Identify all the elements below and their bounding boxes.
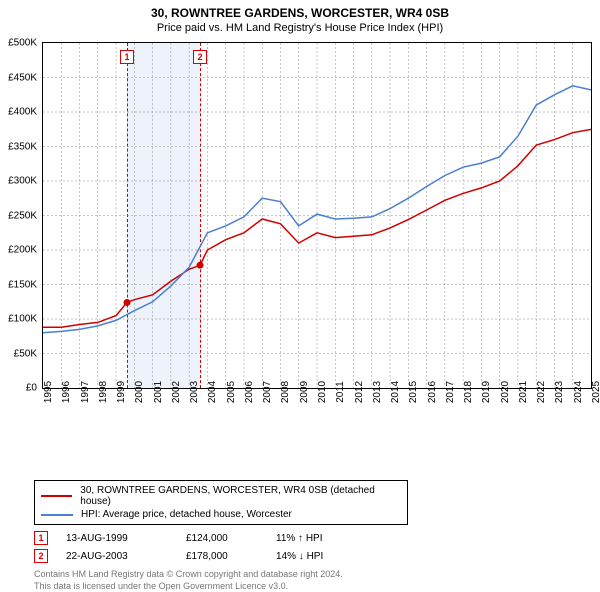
marker-box: 2	[193, 50, 207, 64]
x-tick-label: 2009	[299, 381, 310, 403]
x-tick-label: 2019	[481, 381, 492, 403]
y-tick-label: £250K	[8, 210, 37, 221]
x-tick-label: 2025	[591, 381, 600, 403]
marker-badge: 2	[34, 549, 48, 563]
y-tick-label: £400K	[8, 107, 37, 118]
x-tick-label: 2008	[280, 381, 291, 403]
legend-item: HPI: Average price, detached house, Worc…	[41, 508, 401, 521]
transaction-date: 13-AUG-1999	[66, 533, 186, 544]
x-tick-label: 1997	[80, 381, 91, 403]
page-subtitle: Price paid vs. HM Land Registry's House …	[0, 20, 600, 38]
y-tick-label: £100K	[8, 314, 37, 325]
legend-swatch	[41, 495, 72, 497]
legend-label: HPI: Average price, detached house, Worc…	[81, 509, 292, 520]
chart-svg	[43, 43, 591, 388]
x-tick-label: 1998	[98, 381, 109, 403]
y-tick-label: £500K	[8, 38, 37, 49]
y-tick-label: £150K	[8, 279, 37, 290]
x-tick-label: 1996	[61, 381, 72, 403]
y-tick-label: £0	[26, 383, 37, 394]
transaction-delta: 11% ↑ HPI	[276, 533, 396, 544]
table-row: 1 13-AUG-1999 £124,000 11% ↑ HPI	[34, 529, 600, 547]
plot-area: £0£50K£100K£150K£200K£250K£300K£350K£400…	[42, 42, 592, 389]
marker-badge: 1	[34, 531, 48, 545]
x-tick-label: 2017	[445, 381, 456, 403]
x-tick-label: 2005	[226, 381, 237, 403]
x-tick-label: 2002	[171, 381, 182, 403]
x-tick-label: 1999	[116, 381, 127, 403]
x-tick-label: 2024	[573, 381, 584, 403]
marker-dot	[124, 299, 131, 306]
x-tick-label: 2012	[354, 381, 365, 403]
y-tick-label: £300K	[8, 176, 37, 187]
x-tick-label: 2020	[500, 381, 511, 403]
footer-line: This data is licensed under the Open Gov…	[34, 581, 600, 592]
x-tick-label: 1995	[43, 381, 54, 403]
x-tick-label: 2006	[244, 381, 255, 403]
x-tick-label: 2021	[518, 381, 529, 403]
x-tick-label: 2018	[463, 381, 474, 403]
y-tick-label: £50K	[14, 348, 37, 359]
y-tick-label: £200K	[8, 245, 37, 256]
legend-label: 30, ROWNTREE GARDENS, WORCESTER, WR4 0SB…	[80, 485, 401, 507]
marker-box: 1	[120, 50, 134, 64]
x-tick-label: 2014	[390, 381, 401, 403]
transaction-price: £124,000	[186, 533, 276, 544]
x-tick-label: 2011	[335, 381, 346, 403]
x-tick-label: 2007	[262, 381, 273, 403]
y-tick-label: £450K	[8, 72, 37, 83]
legend-swatch	[41, 514, 73, 516]
x-tick-label: 2015	[408, 381, 419, 403]
legend-item: 30, ROWNTREE GARDENS, WORCESTER, WR4 0SB…	[41, 484, 401, 508]
x-tick-label: 2022	[536, 381, 547, 403]
footer: Contains HM Land Registry data © Crown c…	[34, 569, 600, 592]
page-title: 30, ROWNTREE GARDENS, WORCESTER, WR4 0SB	[0, 0, 600, 20]
x-tick-label: 2000	[134, 381, 145, 403]
x-tick-label: 2023	[554, 381, 565, 403]
table-row: 2 22-AUG-2003 £178,000 14% ↓ HPI	[34, 547, 600, 565]
x-tick-label: 2003	[189, 381, 200, 403]
footer-line: Contains HM Land Registry data © Crown c…	[34, 569, 600, 581]
x-tick-label: 2010	[317, 381, 328, 403]
x-tick-label: 2016	[427, 381, 438, 403]
x-tick-label: 2004	[207, 381, 218, 403]
marker-dot	[197, 262, 204, 269]
x-tick-label: 2013	[372, 381, 383, 403]
x-tick-label: 2001	[153, 381, 164, 403]
y-tick-label: £350K	[8, 141, 37, 152]
chart: £0 £50K £100K £150K £200K £250K £300K £350K £400…	[0, 38, 600, 448]
legend: 30, ROWNTREE GARDENS, WORCESTER, WR4 0SB…	[34, 480, 408, 525]
